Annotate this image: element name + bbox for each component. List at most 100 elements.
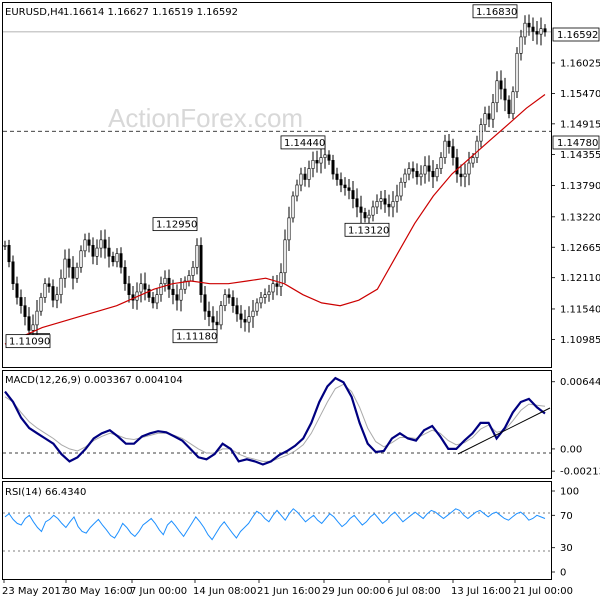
- price-candle-body: [247, 316, 251, 323]
- symbol-label: EURUSD,H4: [5, 7, 64, 18]
- price-candle-body: [507, 99, 511, 114]
- price-candle-body: [475, 140, 479, 158]
- price-tick-label: 1.12110: [560, 273, 600, 284]
- annotation-box: [280, 135, 326, 150]
- price-candle-body: [467, 162, 471, 175]
- price-candle-body: [307, 168, 311, 180]
- price-candle-body: [195, 245, 199, 268]
- price-candle-body: [315, 160, 319, 164]
- time-tick-label: 21 Jun 16:00: [257, 586, 321, 597]
- price-candle-body: [311, 160, 315, 169]
- price-candle-body: [31, 324, 35, 331]
- price-candle-body: [419, 173, 423, 178]
- time-tick-label: 13 Jul 16:00: [451, 586, 511, 597]
- price-candle-body: [163, 277, 167, 285]
- price-candle-body: [431, 170, 435, 178]
- rsi-tick-label: 100: [560, 487, 579, 498]
- price-candle-body: [11, 261, 15, 285]
- price-candle-body: [147, 288, 151, 298]
- price-panel-frame: [2, 2, 552, 368]
- price-candle-body: [227, 294, 231, 298]
- price-candle-body: [167, 277, 171, 290]
- price-candle-body: [539, 28, 543, 35]
- price-candle-body: [55, 294, 59, 301]
- price-candle-body: [355, 198, 359, 208]
- price-candle-body: [427, 165, 431, 172]
- price-candle-body: [191, 266, 195, 276]
- price-tick-label: 1.14355: [560, 150, 600, 161]
- price-candle-body: [275, 283, 279, 287]
- price-tick-label: 1.14915: [560, 119, 600, 130]
- price-candle-body: [207, 310, 211, 317]
- rsi-line: [4, 508, 546, 541]
- price-candle-body: [87, 239, 91, 246]
- price-candle-body: [279, 272, 283, 287]
- price-candle-body: [443, 140, 447, 158]
- price-candle-body: [111, 256, 115, 263]
- price-candle-body: [127, 283, 131, 295]
- rsi-tick-label: 70: [560, 511, 573, 522]
- ohlc-values: 1.16614 1.16627 1.16519 1.16592: [63, 7, 238, 18]
- price-candles: [3, 14, 547, 341]
- time-tick-label: 29 Jun 00:00: [322, 586, 386, 597]
- current-price-label: 1.16592: [557, 30, 598, 41]
- price-candle-body: [483, 113, 487, 125]
- price-candle-body: [523, 22, 527, 38]
- price-candle-body: [179, 288, 183, 301]
- rsi-tick-label: 0: [560, 568, 566, 579]
- price-candle-body: [235, 305, 239, 315]
- annotation-box: [5, 334, 51, 349]
- price-candle-body: [359, 206, 363, 213]
- price-candle-body: [487, 113, 491, 120]
- price-candle-body: [211, 316, 215, 323]
- price-candle-body: [327, 154, 331, 161]
- price-candle-body: [319, 157, 323, 164]
- price-candle-body: [527, 22, 531, 28]
- price-tick-label: 1.16025: [560, 58, 600, 69]
- price-candle-body: [203, 294, 207, 312]
- time-tick-label: 23 May 2017: [2, 586, 67, 597]
- time-tick-label: 6 Jul 08:00: [387, 586, 441, 597]
- price-candle-body: [259, 297, 263, 304]
- price-candle-body: [19, 297, 23, 306]
- price-candle-body: [39, 297, 43, 312]
- price-candle-body: [379, 198, 383, 202]
- price-candle-body: [139, 283, 143, 293]
- price-candle-body: [15, 283, 19, 298]
- time-tick-label: 21 Jul 00:00: [513, 586, 573, 597]
- price-candle-body: [215, 321, 219, 326]
- price-candle-body: [243, 319, 247, 323]
- price-candle-body: [347, 187, 351, 191]
- price-candle-body: [343, 184, 347, 189]
- price-tick-label: 1.12665: [560, 243, 600, 254]
- annotation-label: 1.11090: [9, 337, 50, 348]
- price-candle-body: [463, 173, 467, 178]
- price-candle-body: [183, 280, 187, 290]
- price-candle-body: [267, 291, 271, 295]
- price-candle-body: [223, 294, 227, 306]
- price-candle-body: [283, 239, 287, 274]
- price-candle-body: [495, 80, 499, 104]
- price-candle-body: [59, 277, 63, 295]
- time-tick-label: 7 Jun 00:00: [130, 586, 187, 597]
- price-candle-body: [251, 310, 255, 317]
- price-candle-body: [71, 266, 75, 279]
- current-price-marker: 1.16592: [552, 27, 600, 42]
- price-candle-body: [199, 245, 203, 295]
- price-candle-body: [155, 294, 159, 304]
- price-candle-body: [519, 36, 523, 54]
- annotation-label: 1.12950: [156, 220, 197, 231]
- price-candle-body: [367, 214, 371, 219]
- price-candle-body: [175, 294, 179, 301]
- macd-signal-line: [4, 383, 546, 462]
- price-candle-body: [531, 26, 535, 32]
- price-candle-body: [107, 247, 111, 257]
- price-candle-body: [159, 283, 163, 295]
- rsi-tick-label: 30: [560, 543, 573, 554]
- price-candle-body: [451, 146, 455, 158]
- annotation-label: 1.16830: [476, 7, 517, 18]
- price-candle-body: [231, 297, 235, 306]
- time-tick-label: 30 May 16:00: [64, 586, 133, 597]
- price-candle-body: [187, 275, 191, 282]
- price-candle-body: [491, 102, 495, 120]
